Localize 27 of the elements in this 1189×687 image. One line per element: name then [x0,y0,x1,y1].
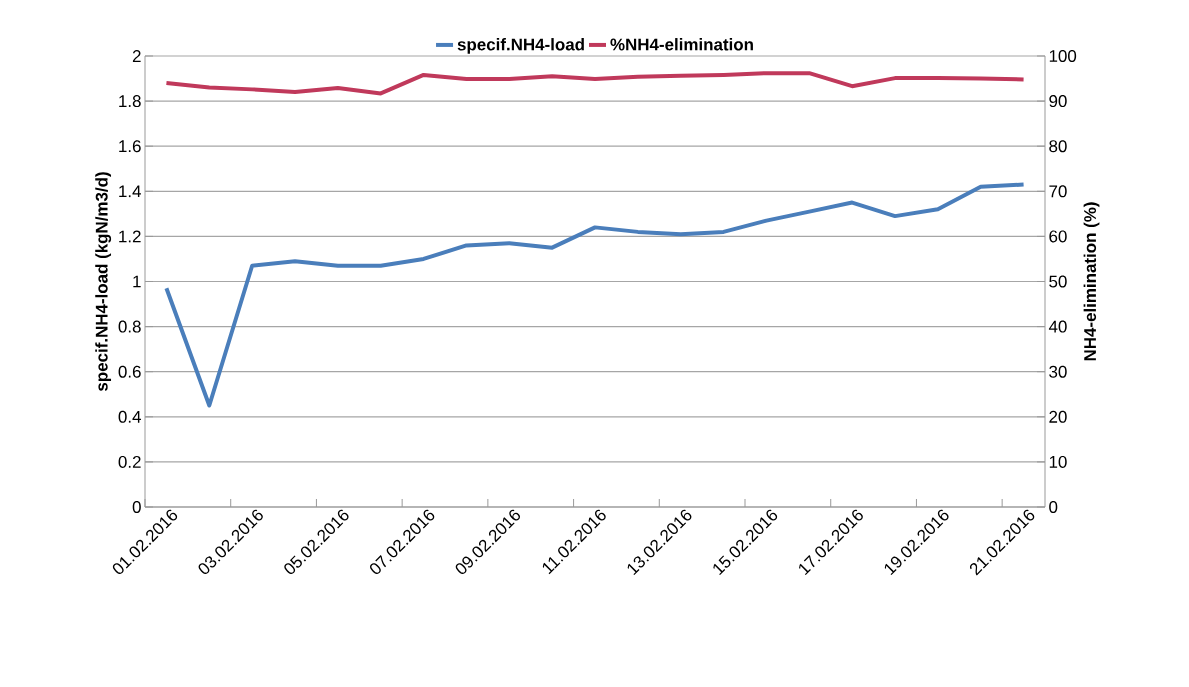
y-tick-label: 1.6 [119,140,141,153]
y2-tick-label: 60 [1049,230,1067,243]
y-tick-label: 1 [133,275,141,288]
y-tick-label: 1.8 [119,95,141,108]
y2-tick-label: 30 [1049,365,1067,378]
y2-tick-label: 70 [1049,185,1067,198]
y-axis-title: specif.NH4-load (kgN/m3/d) [95,172,112,392]
line-series [164,182,1026,408]
y-tick-label: 0.6 [118,365,141,378]
y2-axis-title: NH4-elimination (%) [1083,202,1100,361]
y2-tick-label: 20 [1049,410,1067,423]
y2-tick-label: 10 [1049,455,1067,468]
y-tick-label: 0.2 [118,455,141,468]
y2-tick-label: 0 [1049,501,1058,513]
y-tick-label: 1.2 [119,230,141,243]
y2-tick-label: 40 [1048,320,1067,333]
y2-tick-label: 100 [1049,50,1077,62]
y-tick-label: 2 [132,50,141,62]
y-tick-label: 0.4 [118,410,141,423]
y2-tick-label: 50 [1049,275,1067,288]
y-tick-label: 1.4 [119,185,141,198]
y2-tick-label: 80 [1049,140,1067,153]
y-tick-label: 0.8 [118,320,141,333]
legend-label: specif.NH4-load [457,38,584,54]
line-series [164,71,1026,96]
legend-label: %NH4-elimination [610,38,753,51]
y2-tick-label: 90 [1049,95,1067,108]
